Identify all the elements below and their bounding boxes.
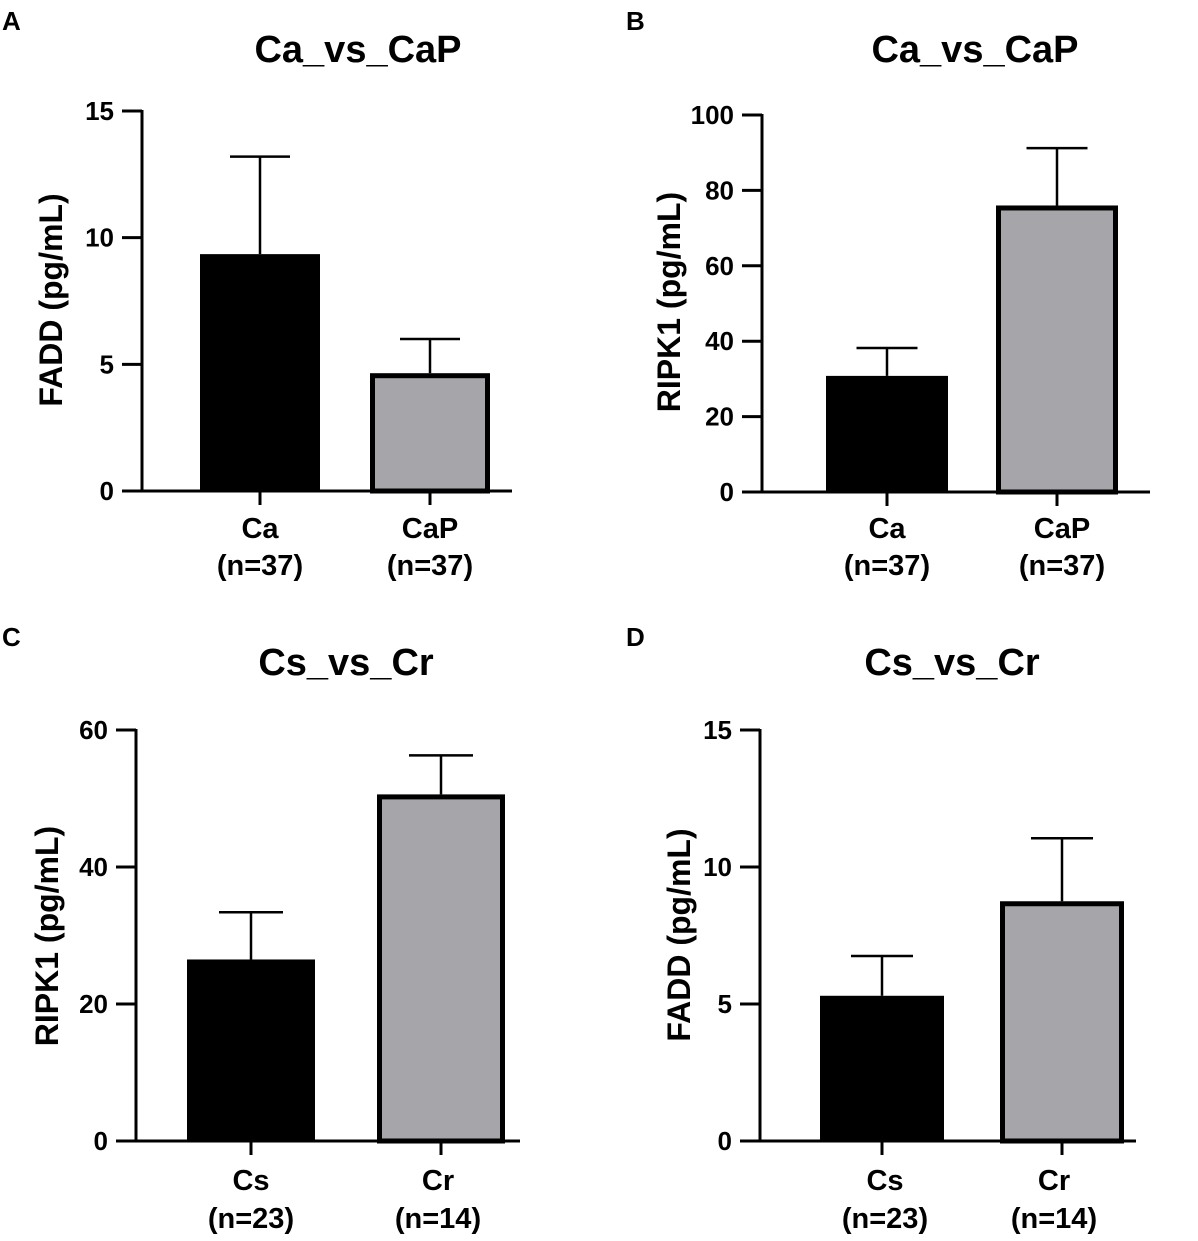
y-tick-label: 5	[100, 349, 114, 379]
category-label: CaP	[1034, 513, 1090, 545]
y-tick-label: 0	[720, 477, 734, 507]
panel-letter: B	[626, 6, 645, 36]
panel-b: B Ca_vs_CaP RIPK1 (pg/mL) 0 20 40 60 80 100 Ca (n=…	[626, 6, 1150, 582]
category-label: Ca	[241, 513, 279, 545]
y-tick-label: 10	[85, 223, 114, 253]
y-tick-label: 20	[79, 989, 108, 1019]
y-tick-label: 15	[703, 715, 732, 745]
chart-title: Ca_vs_CaP	[871, 29, 1078, 71]
y-tick-label: 100	[691, 100, 734, 130]
category-n-label: (n=37)	[387, 550, 473, 582]
panel-d: D Cs_vs_Cr FADD (pg/mL) 0 5 10 15 Cs (n=23) Cr (n=…	[626, 622, 1136, 1235]
bar-ca	[826, 375, 948, 492]
bar-ca	[200, 254, 320, 491]
panel-letter: C	[2, 622, 21, 652]
y-tick-label: 10	[703, 852, 732, 882]
y-tick-label: 0	[100, 476, 114, 506]
y-tick-label: 40	[79, 852, 108, 882]
chart-title: Cs_vs_Cr	[258, 642, 434, 684]
panel-c: C Cs_vs_Cr RIPK1 (pg/mL) 0 20 40 60 Cs (n=23) Cr (…	[2, 622, 520, 1235]
category-label: Ca	[868, 513, 906, 545]
bar-cap	[370, 373, 490, 494]
y-axis-label: RIPK1 (pg/mL)	[29, 826, 65, 1046]
y-axis-label: FADD (pg/mL)	[33, 193, 69, 406]
y-tick-label: 40	[705, 326, 734, 356]
category-label: Cr	[422, 1165, 454, 1197]
panel-letter: D	[626, 622, 645, 652]
y-axis-label: FADD (pg/mL)	[661, 828, 697, 1041]
panel-a: A Ca_vs_CaP FADD (pg/mL) 0 5 10 15 Ca (n=37) CaP (…	[2, 6, 512, 582]
chart-title: Ca_vs_CaP	[254, 29, 461, 71]
category-n-label: (n=14)	[395, 1203, 481, 1235]
category-n-label: (n=37)	[217, 550, 303, 582]
category-n-label: (n=37)	[1019, 550, 1105, 582]
chart-title: Cs_vs_Cr	[864, 642, 1040, 684]
y-tick-label: 20	[705, 402, 734, 432]
y-tick-label: 0	[718, 1126, 732, 1156]
y-tick-label: 80	[705, 175, 734, 205]
y-tick-label: 5	[718, 989, 732, 1019]
panel-letter: A	[2, 6, 21, 36]
y-axis-label: RIPK1 (pg/mL)	[651, 192, 687, 412]
y-tick-label: 15	[85, 96, 114, 126]
category-label: CaP	[402, 513, 458, 545]
category-label: Cs	[866, 1165, 903, 1197]
bar-cap	[996, 205, 1118, 495]
bar-cs	[820, 995, 944, 1141]
category-label: Cs	[232, 1165, 269, 1197]
category-n-label: (n=23)	[208, 1203, 294, 1235]
bar-cs	[187, 959, 315, 1141]
y-tick-label: 60	[79, 715, 108, 745]
category-n-label: (n=37)	[844, 550, 930, 582]
category-n-label: (n=14)	[1011, 1203, 1097, 1235]
bar-cr	[1000, 901, 1124, 1144]
y-tick-label: 60	[705, 251, 734, 281]
category-n-label: (n=23)	[842, 1203, 928, 1235]
category-label: Cr	[1038, 1165, 1070, 1197]
bar-cr	[377, 794, 505, 1144]
y-tick-label: 0	[94, 1126, 108, 1156]
